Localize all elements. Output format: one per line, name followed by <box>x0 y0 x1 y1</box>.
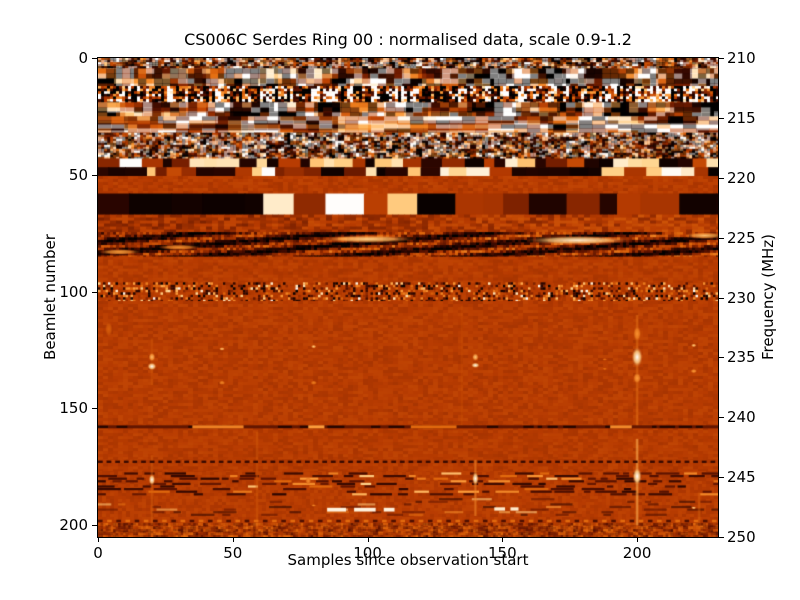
x-tick-label: 150 <box>488 544 517 562</box>
x-tick-mark <box>98 538 99 542</box>
y-right-tick-label: 250 <box>727 528 756 546</box>
y-right-tick-label: 245 <box>727 468 756 487</box>
y-right-tick-label: 230 <box>727 288 756 307</box>
y-right-tick-mark <box>719 417 724 419</box>
x-tick-label: 0 <box>93 544 103 562</box>
y-right-tick-mark <box>719 477 724 479</box>
y-right-tick-mark <box>719 177 724 179</box>
y-left-tick-mark <box>92 408 97 410</box>
y-right-tick-label: 225 <box>727 228 756 247</box>
y-right-tick-mark <box>719 117 724 119</box>
y-left-tick-mark <box>92 525 97 527</box>
y-right-tick-label: 240 <box>727 408 756 427</box>
y-right-tick-label: 235 <box>727 348 756 367</box>
y-right-tick-mark <box>719 297 724 299</box>
y-right-tick-mark <box>719 357 724 359</box>
y-left-tick-label: 100 <box>59 282 88 301</box>
y-left-tick-label: 0 <box>78 49 88 67</box>
x-tick-label: 50 <box>223 544 243 562</box>
y-left-tick-mark <box>92 291 97 293</box>
y-left-tick-label: 200 <box>59 516 88 535</box>
y-right-tick-mark <box>719 58 724 59</box>
x-axis-label: Samples since observation start <box>287 551 529 569</box>
y-left-tick-label: 50 <box>68 165 88 184</box>
x-tick-mark <box>502 538 504 542</box>
x-tick-label: 100 <box>353 544 382 562</box>
y-right-tick-label: 215 <box>727 108 756 127</box>
y-right-tick-label: 210 <box>727 49 756 67</box>
plot-area-border <box>97 57 719 538</box>
x-tick-mark <box>367 538 369 542</box>
x-tick-mark <box>637 538 639 542</box>
y-right-tick-label: 220 <box>727 168 756 187</box>
x-tick-mark <box>232 538 234 542</box>
x-tick-label: 200 <box>622 544 652 562</box>
y-right-tick-mark <box>719 237 724 239</box>
y-right-tick-mark <box>719 537 724 538</box>
spectrogram-heatmap <box>98 58 718 537</box>
y-left-tick-mark <box>92 174 97 176</box>
y-left-tick-mark <box>92 58 97 59</box>
y-left-tick-label: 150 <box>59 399 88 418</box>
plot-title: CS006C Serdes Ring 00 : normalised data,… <box>184 30 632 49</box>
